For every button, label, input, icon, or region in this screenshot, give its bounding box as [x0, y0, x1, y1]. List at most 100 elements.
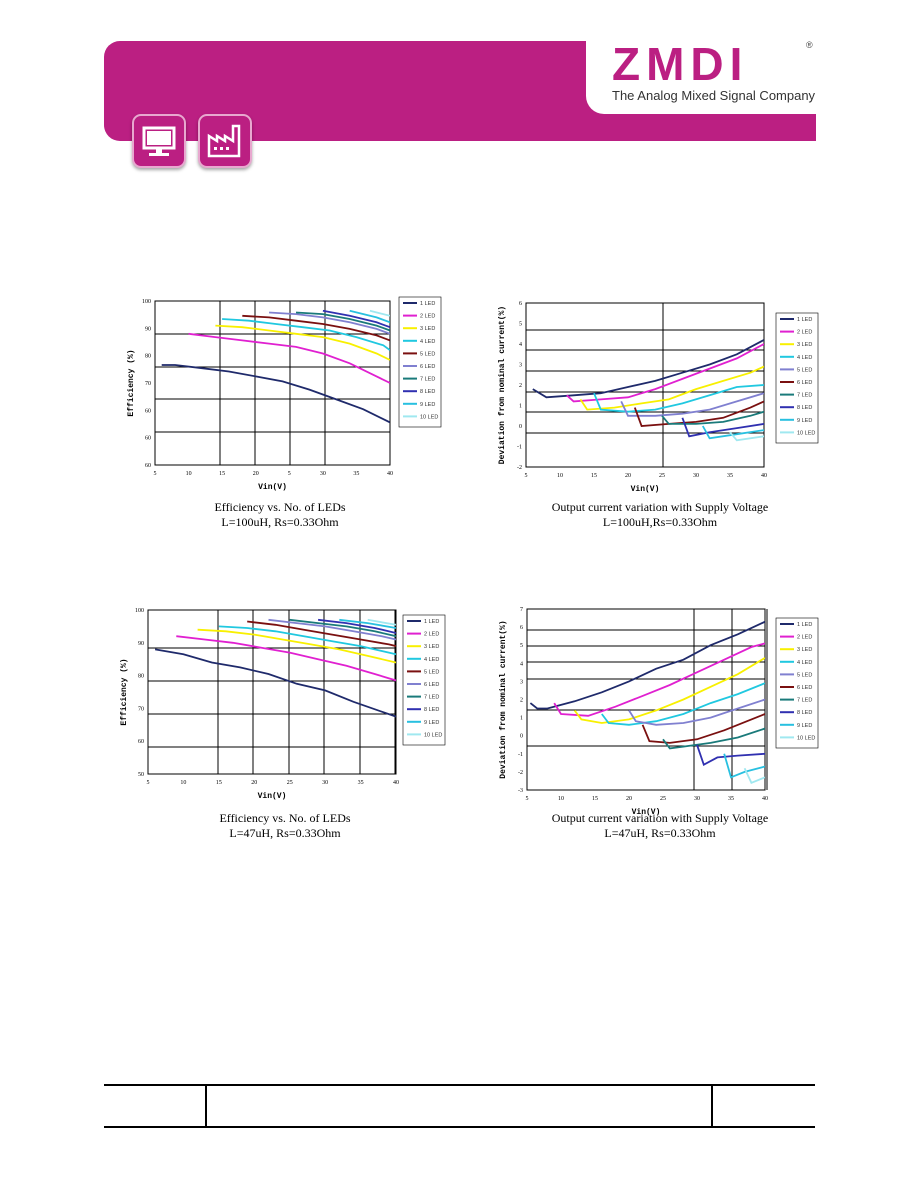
y-tick-label: 0	[519, 424, 522, 430]
y-tick-label: 7	[520, 607, 523, 613]
x-axis-label: Vin(V)	[258, 483, 287, 492]
monitor-icon	[132, 114, 186, 168]
series-line-8	[322, 309, 390, 329]
legend-label: 4 LED	[797, 660, 812, 666]
legend-label: 9 LED	[797, 418, 812, 424]
y-tick-label: 3	[520, 679, 523, 685]
legend-label: 9 LED	[420, 402, 435, 408]
y-tick-label: 3	[519, 363, 522, 369]
legend-box	[398, 296, 442, 428]
x-axis-label: Vin(V)	[631, 485, 660, 494]
series-line-5	[628, 698, 765, 726]
legend-label: 1 LED	[420, 301, 435, 307]
series-line-9	[349, 309, 390, 324]
y-tick-label: -3	[518, 788, 523, 794]
logo-box	[586, 30, 816, 114]
series-line-8	[696, 744, 765, 766]
legend-label: 6 LED	[797, 685, 812, 691]
series-line-7	[295, 311, 390, 332]
caption-title: Efficiency vs. No. of LEDs	[214, 500, 346, 514]
efficiency-chart-100uh: 5 10 15 20 5 30 35 40 60 60 60 70 80 90 100 Vin(V) Effic…	[120, 295, 445, 500]
y-tick-label: 50	[138, 772, 144, 778]
y-tick-label: 4	[519, 342, 522, 348]
y-tick-label: 70	[138, 706, 144, 712]
plot-area	[147, 609, 397, 775]
chart-caption: Output current variation with Supply Vol…	[520, 811, 800, 841]
series-line-5	[620, 392, 764, 417]
plot-area	[525, 302, 765, 468]
legend-label: 7 LED	[424, 695, 439, 701]
series-line-6	[641, 713, 765, 744]
chart-caption: Efficiency vs. No. of LEDs L=100uH, Rs=0…	[150, 500, 410, 530]
series-line-5	[242, 314, 390, 342]
legend-label: 4 LED	[424, 657, 439, 663]
y-tick-label: 1	[519, 404, 522, 410]
legend-label: 8 LED	[420, 389, 435, 395]
x-tick-label: 15	[219, 471, 225, 477]
factory-icon	[198, 114, 252, 168]
x-tick-label: 5	[147, 780, 150, 786]
x-tick-label: 20	[626, 796, 632, 802]
caption-title: Output current variation with Supply Vol…	[551, 811, 769, 825]
x-tick-label: 35	[353, 471, 359, 477]
series-line-9	[339, 618, 396, 629]
x-tick-label: 25	[287, 780, 293, 786]
x-tick-label: 5	[288, 471, 291, 477]
series-line-4	[593, 384, 764, 413]
series-line-7	[289, 618, 396, 638]
x-tick-label: 20	[251, 780, 257, 786]
series-line-1	[529, 620, 765, 710]
y-tick-label: 60	[138, 739, 144, 745]
legend-label: 2 LED	[420, 314, 435, 320]
series-line-10	[743, 767, 765, 784]
x-tick-label: 35	[358, 780, 364, 786]
legend-label: 9 LED	[424, 720, 439, 726]
y-tick-label: -1	[517, 445, 522, 451]
x-tick-label: 20	[253, 471, 259, 477]
legend-label: 1 LED	[797, 317, 812, 323]
footer-table	[104, 1084, 815, 1128]
caption-subtitle: L=100uH,Rs=0.33Ohm	[602, 515, 718, 529]
y-tick-label: 70	[145, 381, 151, 387]
legend-label: 10 LED	[420, 414, 438, 420]
x-tick-label: 40	[762, 796, 768, 802]
legend-label: 10 LED	[797, 430, 815, 436]
y-tick-label: 6	[520, 625, 523, 631]
y-axis-label: Efficiency (%)	[127, 349, 136, 416]
x-tick-label: 15	[592, 796, 598, 802]
legend-label: 4 LED	[420, 339, 435, 345]
y-tick-label: 90	[145, 326, 151, 332]
registered-mark: ®	[806, 40, 813, 50]
legend-label: 10 LED	[424, 732, 442, 738]
y-tick-label: 1	[520, 716, 523, 722]
plot-area	[526, 608, 766, 791]
legend-label: 2 LED	[424, 632, 439, 638]
series-line-1	[154, 648, 396, 718]
legend-label: 8 LED	[797, 405, 812, 411]
x-tick-label: 40	[761, 473, 767, 479]
series-line-4	[218, 625, 396, 656]
series-line-7	[661, 410, 764, 425]
legend-label: 10 LED	[797, 735, 815, 741]
series-line-10	[369, 309, 390, 317]
series-line-2	[188, 332, 390, 384]
series-line-8	[317, 618, 396, 634]
legend-label: 3 LED	[420, 326, 435, 332]
x-axis-label: Vin(V)	[632, 808, 661, 817]
x-axis-label: Vin(V)	[258, 792, 287, 801]
series-line-4	[601, 682, 765, 726]
series-line-1	[161, 364, 390, 424]
chart-caption: Efficiency vs. No. of LEDs L=47uH, Rs=0.…	[155, 811, 415, 841]
x-tick-label: 10	[180, 780, 186, 786]
caption-title: Efficiency vs. No. of LEDs	[219, 811, 351, 825]
company-logo: ZMDI	[612, 38, 749, 90]
series-line-6	[633, 400, 764, 427]
x-tick-label: 15	[591, 473, 597, 479]
current-variation-chart-47uh: 5 10 15 20 25 30 35 40 -3 -2 -1 0 1 2 3 4 5 6 7 Vin(V) Devia…	[492, 604, 822, 817]
series-line-2	[176, 635, 396, 682]
series-line-9	[723, 753, 765, 779]
series-line-8	[681, 417, 764, 438]
series-line-3	[573, 657, 765, 724]
efficiency-chart-47uh: 5 10 15 20 25 30 35 40 50 60 70 80 90 100 Vin(V) Effici…	[115, 604, 450, 812]
company-tagline: The Analog Mixed Signal Company	[612, 88, 816, 103]
